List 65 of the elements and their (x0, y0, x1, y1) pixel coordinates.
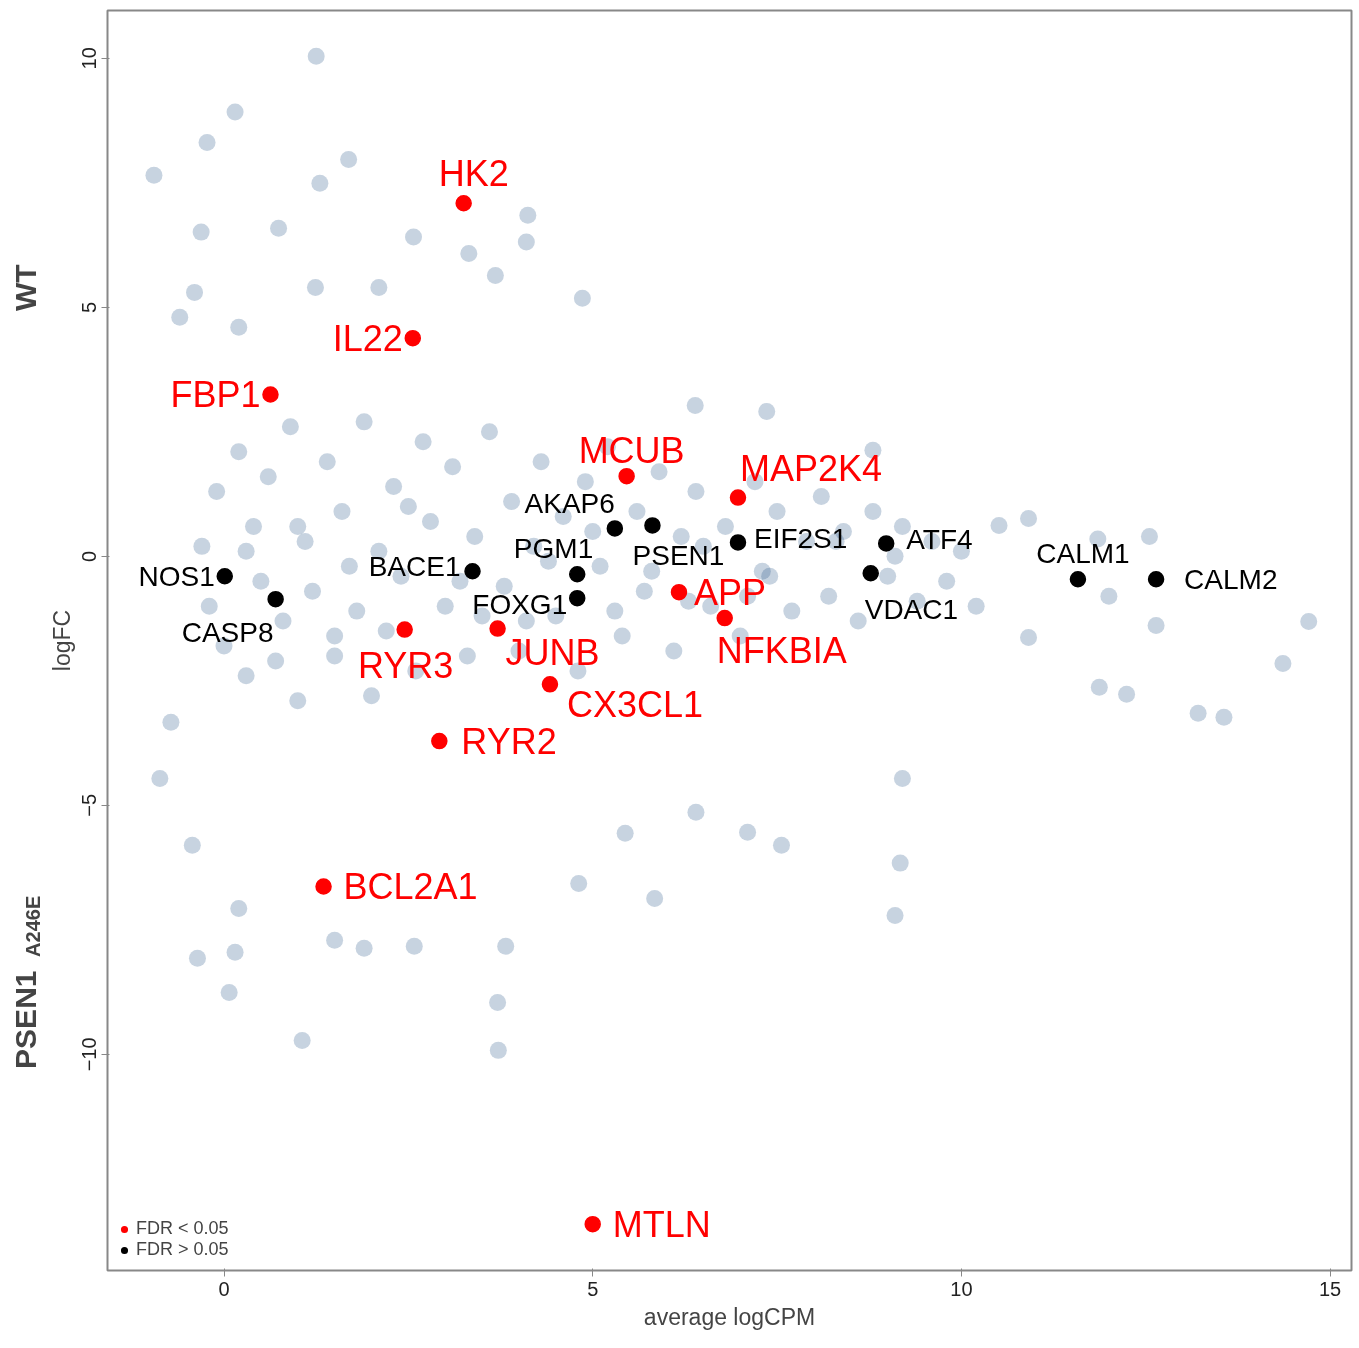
point (404, 329, 422, 347)
annotation: MTLN (612, 1203, 711, 1245)
annotation: APP (693, 571, 767, 613)
legend-label: FDR < 0.05 (136, 1218, 229, 1239)
text: PSEN1A246E (8, 895, 45, 1069)
annotation: MAP2K4 (739, 448, 883, 490)
y-tick-label: −5 (78, 793, 101, 817)
annotation: RYR3 (357, 645, 454, 687)
point (618, 467, 635, 485)
point (862, 565, 879, 582)
point (1147, 571, 1165, 588)
y-tick-label: −10 (78, 1037, 101, 1072)
annotation: PGM1 (513, 532, 594, 564)
text: WT (8, 264, 42, 312)
point (541, 676, 559, 693)
point (877, 535, 895, 552)
annotation: MCUB (578, 429, 685, 471)
point (262, 386, 279, 403)
annotation: HK2 (438, 152, 509, 194)
point (568, 566, 586, 583)
y-tick-label: 5 (78, 301, 101, 313)
point (431, 732, 448, 750)
annotation: VDAC1 (864, 593, 959, 625)
x-tick-label: 10 (950, 1277, 973, 1300)
annotation: ATF4 (906, 523, 973, 555)
annotation: AKAP6 (524, 487, 615, 519)
point (315, 878, 332, 895)
annotation: BCL2A1 (343, 866, 478, 908)
annotation: JUNB (505, 632, 600, 674)
point (396, 621, 413, 638)
annotation: NFKBIA (716, 629, 847, 671)
point (716, 609, 733, 627)
point (644, 517, 661, 534)
point (584, 1215, 601, 1233)
point (729, 534, 747, 551)
annotation: NOS1 (138, 560, 215, 592)
point (670, 583, 688, 601)
x-tick-label: 0 (218, 1277, 230, 1300)
point (464, 563, 481, 580)
annotation: FOXG1 (472, 588, 568, 620)
point (489, 620, 506, 637)
annotation: CALM2 (1184, 563, 1278, 595)
point (267, 590, 284, 608)
annotation: FBP1 (170, 373, 261, 415)
y-tick-label: 10 (78, 47, 101, 70)
y-axis-title: logFC (48, 609, 75, 672)
annotation: CASP8 (181, 616, 274, 648)
annotation: EIF2S1 (753, 522, 848, 554)
point (216, 568, 233, 585)
annotation: BACE1 (368, 550, 461, 582)
annotation: PSEN1 (632, 539, 725, 571)
point (729, 489, 747, 506)
x-tick-label: 15 (1318, 1277, 1342, 1300)
point (455, 195, 472, 212)
point (1069, 571, 1087, 588)
annotation: CALM1 (1036, 537, 1130, 569)
point (568, 589, 586, 607)
annotation: CX3CL1 (566, 683, 704, 725)
x-tick-label: 5 (587, 1277, 599, 1300)
annotation: IL22 (332, 317, 403, 359)
legend-label: FDR > 0.05 (136, 1239, 229, 1260)
x-axis-title: average logCPM (643, 1303, 816, 1330)
y-tick-label: 0 (78, 550, 101, 562)
point (606, 520, 624, 537)
annotation: RYR2 (461, 720, 557, 762)
